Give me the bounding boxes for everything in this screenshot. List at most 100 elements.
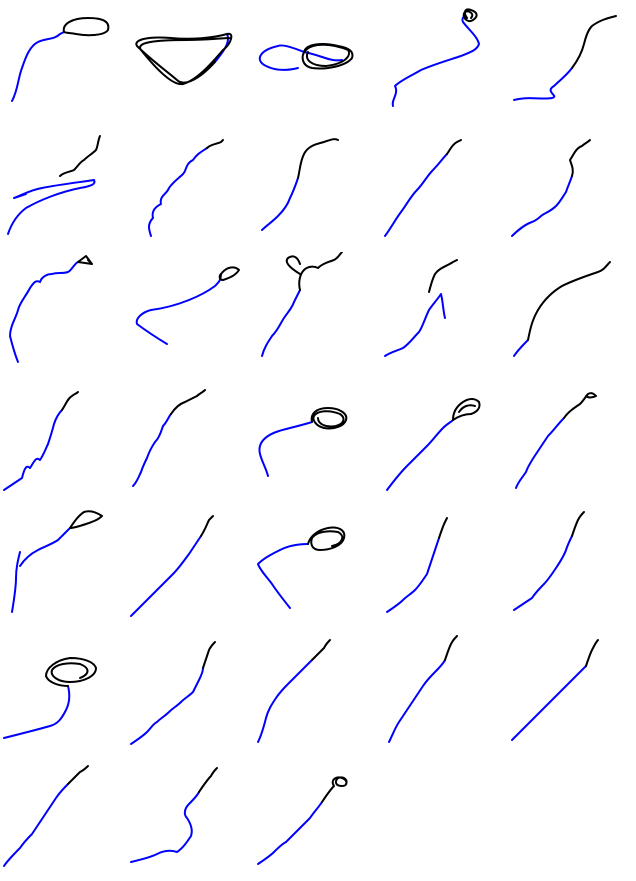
trajectory-tail-segment — [511, 665, 587, 741]
trajectory-tail-segment — [386, 419, 454, 491]
trajectory-tail-segment — [130, 667, 204, 745]
trajectory-panel-17 — [127, 378, 254, 503]
trajectory-tail-segment — [258, 421, 313, 477]
trajectory-panel-10 — [508, 126, 635, 251]
trajectory-panel-16 — [0, 378, 127, 503]
trajectory-tail-segment — [257, 801, 323, 865]
trajectory-head-segment — [59, 135, 101, 177]
trajectory-head-segment — [218, 266, 240, 281]
trajectory-plot — [513, 261, 611, 357]
trajectory-head-segment — [446, 139, 462, 155]
trajectory-tail-segment — [3, 685, 71, 739]
trajectory-tail-segment — [3, 409, 63, 491]
trajectory-plot — [135, 32, 233, 86]
trajectory-plot — [11, 510, 103, 613]
trajectory-head-segment — [571, 511, 585, 537]
trajectory-plot — [384, 139, 462, 237]
trajectory-plot — [130, 641, 216, 745]
trajectory-plot — [257, 776, 348, 865]
trajectory-head-segment — [62, 17, 110, 37]
trajectory-head-segment — [444, 635, 458, 661]
trajectory-panel-19 — [381, 378, 508, 503]
trajectory-head-segment — [452, 398, 481, 421]
trajectory-tail-segment — [511, 175, 573, 237]
trajectory-panel-14 — [381, 252, 508, 377]
trajectory-tail-segment — [257, 543, 309, 609]
trajectory-panel-28 — [254, 630, 381, 755]
trajectory-head-segment — [428, 259, 458, 293]
trajectory-tail-segment — [513, 535, 573, 611]
trajectory-panel-12 — [127, 252, 254, 377]
trajectory-panel-6 — [0, 126, 127, 251]
trajectory-head-segment — [311, 639, 331, 661]
trajectory-plot — [3, 657, 97, 739]
trajectory-plot — [386, 398, 481, 491]
trajectory-plot — [11, 17, 110, 102]
trajectory-tail-segment — [384, 293, 446, 357]
trajectory-panel-11 — [0, 252, 127, 377]
trajectory-head-segment — [321, 776, 348, 803]
trajectory-tail-segment — [11, 527, 71, 613]
trajectory-plot — [258, 43, 354, 71]
trajectory-head-segment — [297, 138, 339, 179]
trajectory-head-segment — [438, 517, 448, 539]
trajectory-panel-29 — [381, 630, 508, 755]
trajectory-head-segment — [571, 15, 617, 69]
trajectory-tail-segment — [257, 659, 313, 743]
trajectory-tail-segment — [384, 153, 448, 237]
trajectory-panel-33 — [254, 756, 381, 881]
trajectory-plot — [148, 139, 224, 237]
trajectory-plot — [261, 252, 343, 357]
trajectory-panel-26 — [0, 630, 127, 755]
trajectory-tail-segment — [261, 289, 301, 357]
trajectory-panel-24 — [381, 504, 508, 629]
trajectory-plot — [388, 635, 458, 743]
trajectory-tail-segment — [391, 15, 480, 107]
trajectory-panel-32 — [127, 756, 254, 881]
trajectory-head-segment — [462, 8, 478, 22]
trajectory-tail-segment — [388, 659, 446, 743]
trajectory-plot — [384, 259, 458, 357]
trajectory-plot — [515, 392, 597, 489]
trajectory-head-segment — [202, 641, 216, 669]
trajectory-panel-15 — [508, 252, 635, 377]
trajectory-plot — [258, 407, 348, 477]
trajectory-head-segment — [135, 32, 233, 86]
trajectory-plot — [386, 517, 448, 613]
trajectory-tail-segment — [3, 783, 69, 867]
trajectory-plot — [132, 389, 206, 487]
trajectory-plot — [3, 765, 89, 867]
trajectory-plot — [391, 8, 480, 107]
trajectory-head-segment — [563, 392, 597, 419]
trajectory-head-segment — [527, 261, 611, 341]
trajectory-tail-segment — [513, 339, 529, 357]
trajectory-panel-2 — [127, 0, 254, 125]
trajectory-tail-segment — [11, 31, 65, 102]
trajectory-head-segment — [285, 252, 343, 291]
trajectory-head-segment — [301, 43, 354, 70]
trajectory-tail-segment — [148, 147, 208, 237]
trajectory-tail-segment — [386, 537, 440, 613]
trajectory-plot — [511, 639, 599, 741]
trajectory-head-segment — [61, 391, 79, 411]
trajectory-plot — [513, 511, 585, 611]
trajectory-panel-31 — [0, 756, 127, 881]
trajectory-plot — [261, 138, 339, 231]
trajectory-plot — [513, 15, 617, 101]
trajectory-panel-18 — [254, 378, 381, 503]
trajectory-head-segment — [198, 767, 218, 793]
trajectory-panel-4 — [381, 0, 508, 125]
trajectory-plot — [511, 139, 591, 237]
trajectory-tail-segment — [132, 413, 172, 487]
trajectory-head-segment — [170, 389, 206, 415]
trajectory-panel-22 — [127, 504, 254, 629]
trajectory-panel-8 — [254, 126, 381, 251]
trajectory-panel-23 — [254, 504, 381, 629]
trajectory-tail-segment — [9, 261, 79, 363]
trajectory-head-segment — [45, 657, 97, 687]
trajectory-tail-segment — [261, 177, 299, 231]
trajectory-head-segment — [307, 526, 346, 551]
trajectory-panel-13 — [254, 252, 381, 377]
trajectory-panel-5 — [508, 0, 635, 125]
trajectory-head-segment — [69, 510, 103, 529]
